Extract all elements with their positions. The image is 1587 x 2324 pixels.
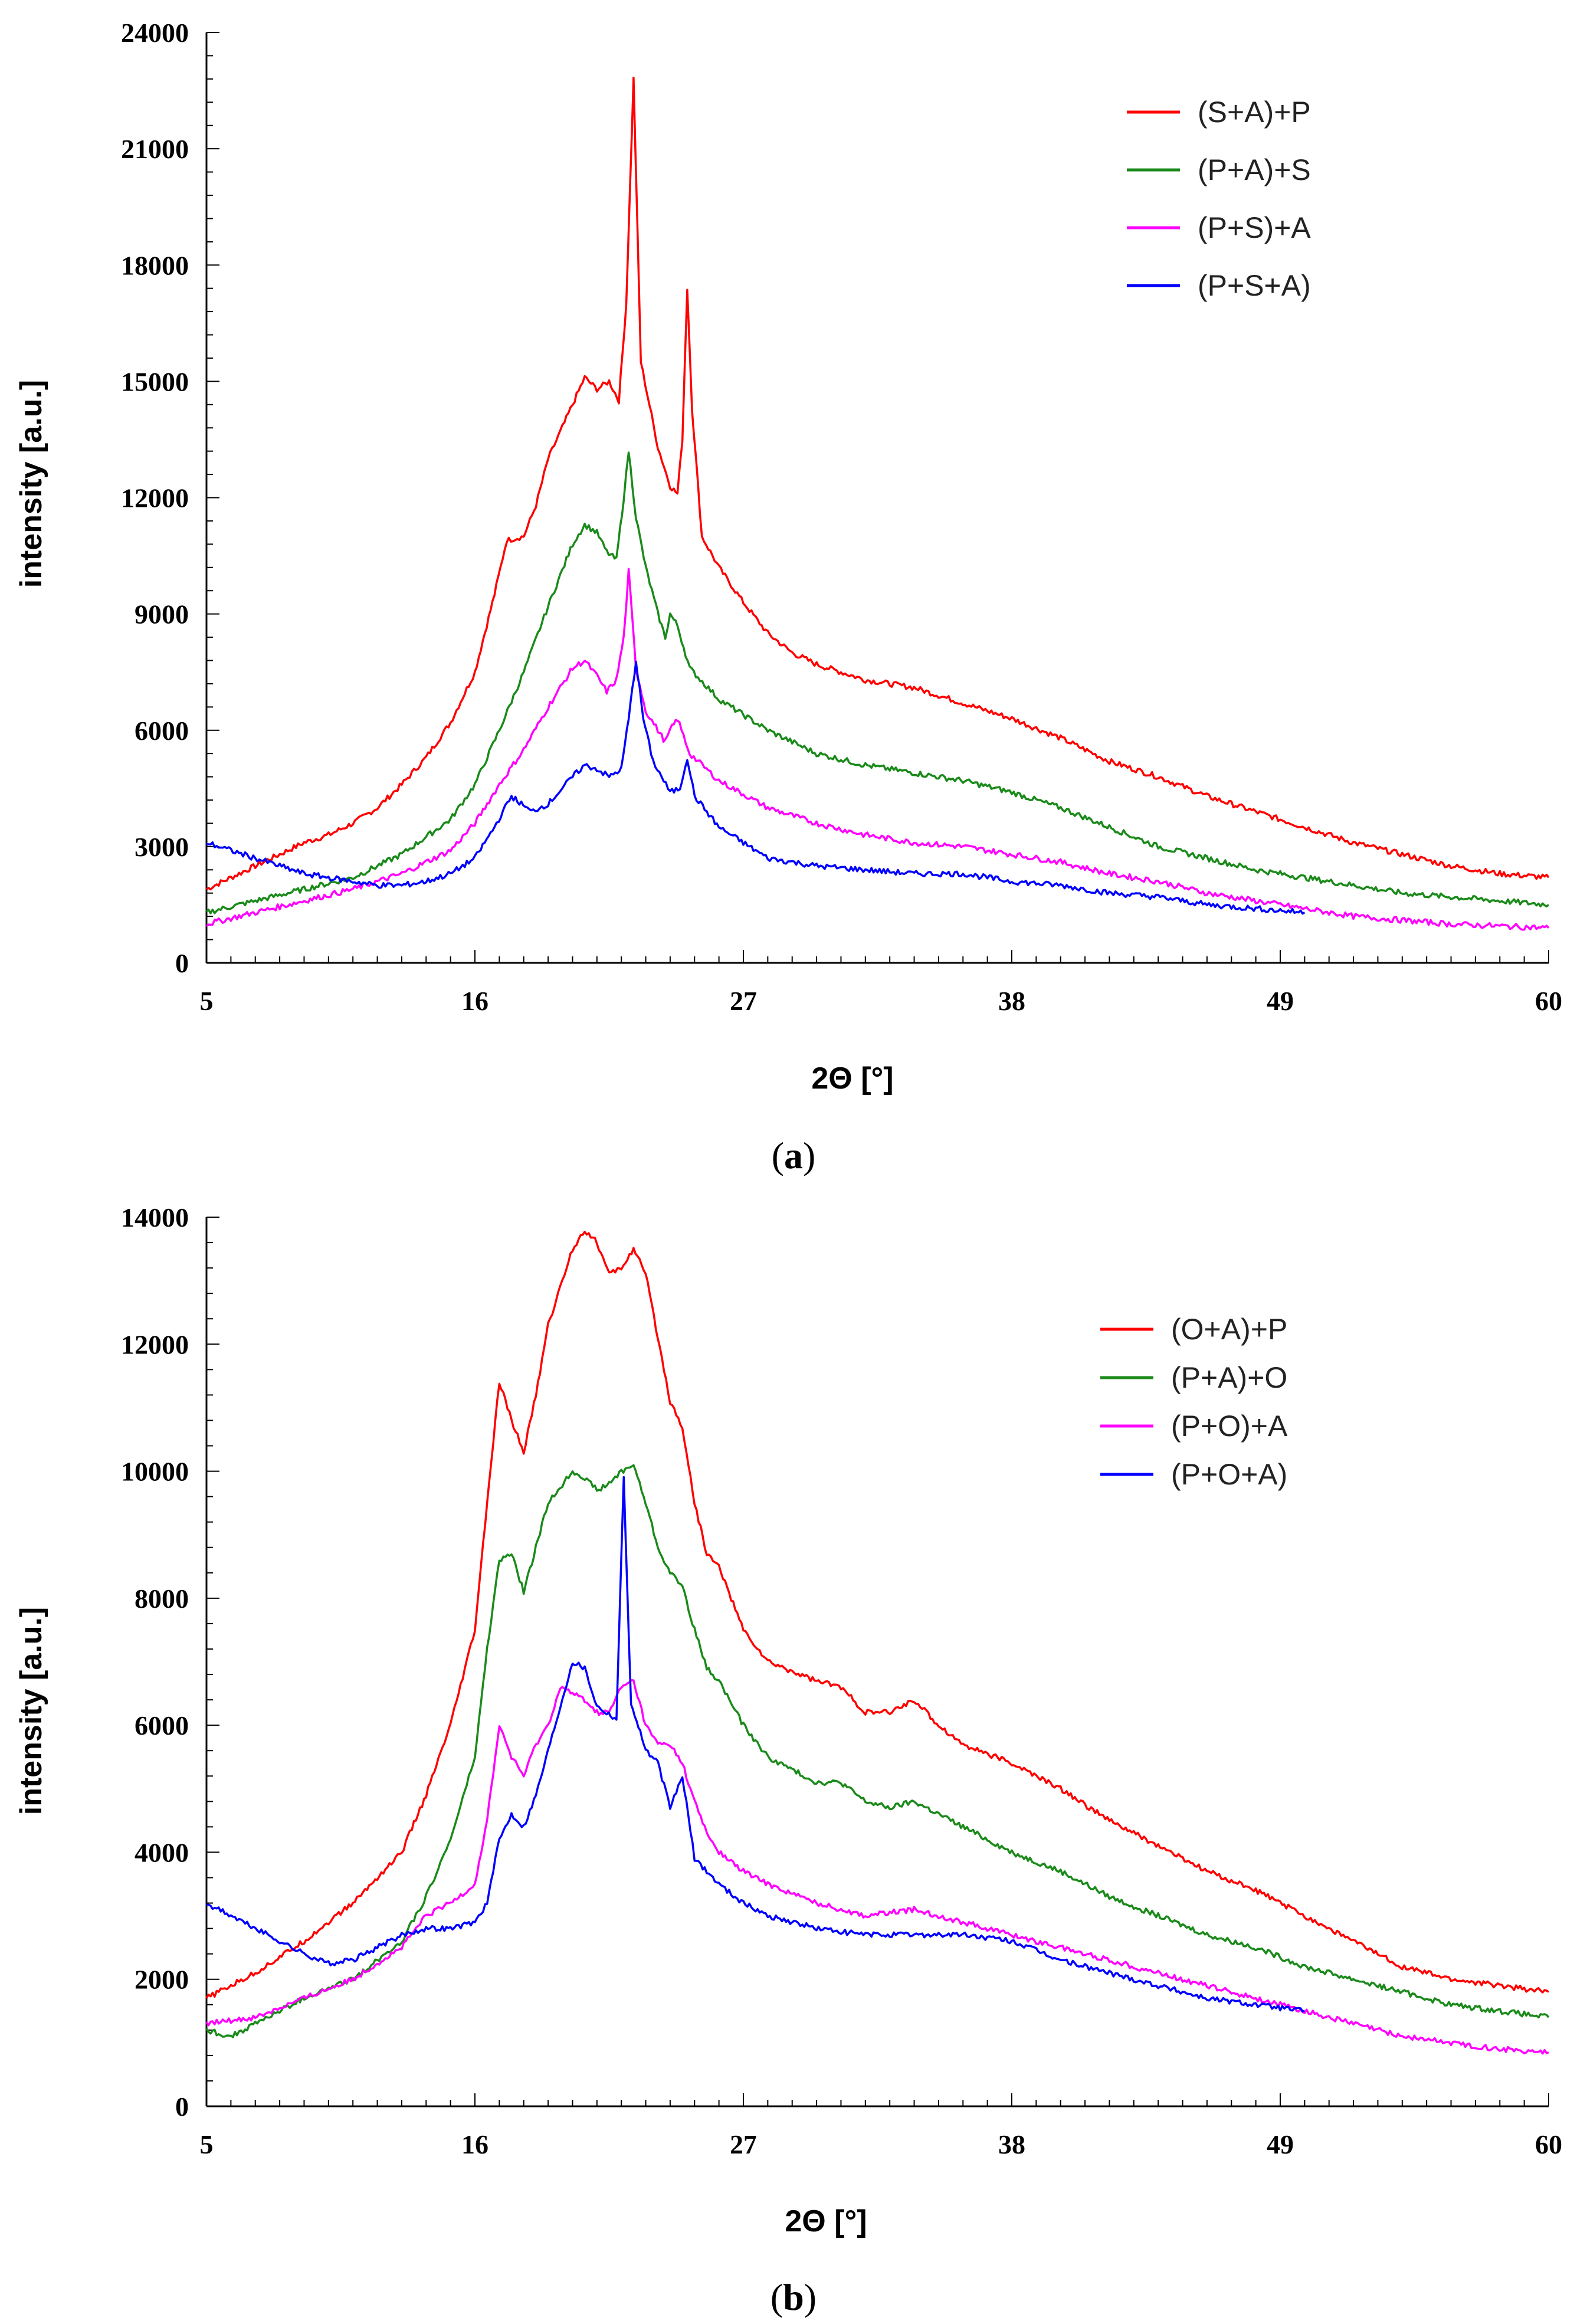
panel-a-x-tick-label: 60 [1535, 986, 1562, 1016]
panel-a-y-tick-label: 12000 [121, 483, 189, 513]
panel-b-legend-label-p-a-o: (P+A)+O [1171, 1361, 1287, 1394]
panel-b: 5 16 27 38 49 60 0 2000 4000 6000 8000 10000 12000 14… [14, 1202, 1562, 2318]
panel-b-caption: (b) [770, 2276, 817, 2318]
panel-b-x-tick-label: 60 [1535, 2129, 1562, 2159]
panel-b-legend-label-p-o-a: (P+O)+A [1171, 1410, 1288, 1443]
panel-a-y-tick-label: 18000 [121, 250, 189, 280]
panel-a-series [205, 76, 1550, 931]
panel-b-series-line-p-o-a [206, 1476, 1305, 2012]
panel-a-y-tick-label: 0 [175, 948, 189, 978]
panel-b-y-axis-label: intensity [a.u.] [14, 1607, 48, 1815]
panel-b-axes [205, 1217, 1549, 2107]
panel-a-caption: (a) [772, 1135, 816, 1176]
panel-b-tick-labels: 5 16 27 38 49 60 0 2000 4000 6000 8000 10000 12000 14… [121, 1202, 1562, 2159]
panel-b-legend-label-p-o-a: (P+O+A) [1171, 1458, 1287, 1491]
panel-a-x-axis-label: 2Θ [°] [811, 1061, 893, 1096]
panel-a-y-tick-label: 24000 [121, 18, 189, 48]
panel-b-y-tick-label: 14000 [121, 1202, 189, 1233]
panel-b-x-tick-label: 27 [730, 2129, 757, 2159]
panel-a-axes [205, 32, 1549, 964]
panel-b-y-tick-label: 0 [175, 2092, 189, 2122]
panel-a-legend-label-p-a-s: (P+A)+S [1198, 153, 1311, 186]
panel-a-y-tick-label: 6000 [135, 716, 189, 746]
panel-b-y-tick-label: 2000 [135, 1965, 189, 1995]
panel-a-y-tick-label: 3000 [135, 832, 189, 862]
panel-b-x-tick-label: 16 [461, 2129, 488, 2159]
panel-a-legend-label-s-a-p: (S+A)+P [1198, 96, 1311, 129]
panel-a-series-line-s-a-p [206, 76, 1550, 891]
panel-b-series-line-p-o-a [205, 1679, 1549, 2055]
panel-a-series-line-p-a-s [205, 451, 1550, 914]
panel-a-y-axis-label: intensity [a.u.] [14, 380, 48, 588]
panel-a-legend-label-p-s-a: (P+S)+A [1198, 211, 1311, 244]
panel-b-series-line-p-a-o [205, 1464, 1550, 2038]
panel-b-y-tick-label: 8000 [135, 1584, 189, 1614]
panel-a: 5 16 27 38 49 60 0 3000 6000 9000 12000 15000 18000 2… [14, 18, 1562, 1176]
panel-a-x-tick-label: 38 [998, 986, 1025, 1016]
panel-a-series-line-p-s-a [205, 568, 1550, 931]
panel-a-x-tick-label: 49 [1267, 986, 1294, 1016]
panel-a-legend-label-p-s-a: (P+S+A) [1198, 269, 1311, 302]
panel-b-x-tick-label: 5 [200, 2129, 214, 2159]
panel-b-x-axis-label: 2Θ [°] [785, 2204, 867, 2238]
panel-b-series [205, 1231, 1550, 2055]
panel-b-y-tick-label: 6000 [135, 1710, 189, 1740]
panel-b-x-tick-label: 38 [998, 2129, 1025, 2159]
panel-a-x-tick-label: 27 [730, 986, 757, 1016]
panel-a-tick-labels: 5 16 27 38 49 60 0 3000 6000 9000 12000 15000 18000 2… [121, 18, 1562, 1016]
panel-a-legend: (S+A)+P (P+A)+S (P+S)+A (P+S+A) [1127, 96, 1311, 302]
panel-a-x-tick-label: 5 [200, 986, 214, 1016]
panel-a-y-tick-label: 21000 [121, 134, 189, 164]
panel-b-x-tick-label: 49 [1267, 2129, 1294, 2159]
panel-b-y-tick-label: 4000 [135, 1837, 189, 1867]
panel-a-x-tick-label: 16 [461, 986, 488, 1016]
panel-b-series-line-o-a-p [205, 1231, 1549, 1999]
panel-b-legend-label-o-a-p: (O+A)+P [1171, 1313, 1287, 1346]
panel-a-series-line-p-s-a [206, 660, 1306, 915]
panel-b-legend: (O+A)+P (P+A)+O (P+O)+A (P+O+A) [1100, 1313, 1288, 1491]
panel-b-y-tick-label: 12000 [121, 1329, 189, 1359]
panel-a-y-tick-label: 9000 [135, 599, 189, 630]
panel-b-y-tick-label: 10000 [121, 1457, 189, 1487]
panel-a-y-tick-label: 15000 [121, 366, 189, 396]
